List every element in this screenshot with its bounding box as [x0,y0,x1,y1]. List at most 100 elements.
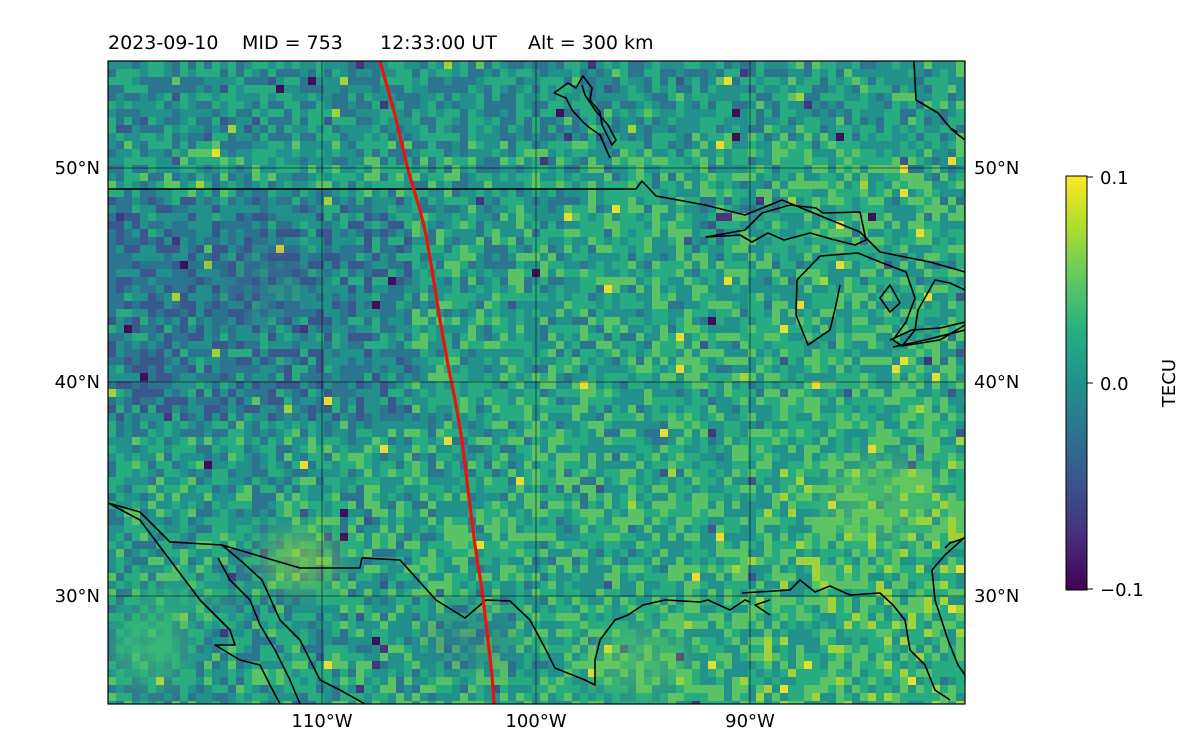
tec-pixel [356,317,364,325]
tec-pixel [548,341,556,349]
tec-pixel [820,285,828,293]
tec-pixel [724,365,732,373]
tec-pixel [700,253,708,261]
tec-pixel [116,405,124,413]
tec-pixel [692,349,700,357]
tec-pixel [708,69,716,77]
tec-pixel [924,189,932,197]
tec-pixel [868,61,876,69]
tec-pixel [196,229,204,237]
tec-pixel [316,69,324,77]
tec-pixel [252,229,260,237]
tec-pixel [636,165,644,173]
tec-pixel [724,245,732,253]
tec-pixel [332,237,340,245]
tec-pixel [828,125,836,133]
tec-pixel [844,309,852,317]
tec-pixel [868,189,876,197]
tec-pixel [340,325,348,333]
tec-pixel [196,317,204,325]
tec-pixel [684,221,692,229]
tec-pixel [556,173,564,181]
tec-pixel [380,349,388,357]
tec-pixel [452,285,460,293]
tec-pixel [900,173,908,181]
tec-pixel [444,413,452,421]
tec-pixel [308,141,316,149]
tec-pixel [732,309,740,317]
tec-pixel [860,397,868,405]
tec-pixel [404,357,412,365]
tec-pixel [892,341,900,349]
tec-pixel [572,349,580,357]
tec-pixel [292,245,300,253]
tec-pixel [788,133,796,141]
tec-pixel [484,205,492,213]
tec-pixel [348,293,356,301]
tec-pixel [916,213,924,221]
tec-pixel [524,181,532,189]
tec-pixel [892,125,900,133]
tec-pixel [724,269,732,277]
tec-pixel [356,205,364,213]
tec-pixel [260,405,268,413]
tec-pixel [820,357,828,365]
tec-pixel [804,133,812,141]
tec-pixel [436,405,444,413]
tec-pixel [380,357,388,365]
tec-pixel [540,301,548,309]
tec-pixel [308,237,316,245]
tec-pixel [116,221,124,229]
tec-pixel [508,221,516,229]
tec-pixel [724,253,732,261]
tec-pixel [380,285,388,293]
tec-pixel [484,125,492,133]
tec-pixel [764,141,772,149]
tec-pixel [612,221,620,229]
tec-pixel [476,245,484,253]
tec-pixel [756,221,764,229]
tec-pixel [612,373,620,381]
tec-pixel [628,325,636,333]
tec-pixel [596,117,604,125]
tec-pixel [156,421,164,429]
tec-pixel [732,381,740,389]
tec-pixel [452,189,460,197]
tec-pixel [780,69,788,77]
tec-pixel [132,325,140,333]
tec-pixel [444,405,452,413]
tec-pixel [892,397,900,405]
tec-pixel [124,269,132,277]
tec-pixel [692,133,700,141]
tec-pixel [932,397,940,405]
tec-pixel [252,373,260,381]
tec-pixel [924,277,932,285]
tec-pixel [636,141,644,149]
tec-pixel [892,261,900,269]
tec-pixel [740,141,748,149]
tec-pixel [604,93,612,101]
tec-pixel [836,133,844,141]
tec-pixel [484,277,492,285]
tec-pixel [780,357,788,365]
tec-pixel [884,405,892,413]
tec-pixel [716,301,724,309]
tec-pixel [804,349,812,357]
tec-pixel [900,293,908,301]
tec-pixel [756,69,764,77]
tec-pixel [748,157,756,165]
tec-pixel [868,341,876,349]
tec-pixel [732,421,740,429]
tec-pixel [820,413,828,421]
tec-pixel [588,133,596,141]
tec-pixel [156,125,164,133]
tec-pixel [644,181,652,189]
tec-pixel [716,101,724,109]
tec-pixel [692,309,700,317]
tec-pixel [452,229,460,237]
tec-pixel [580,421,588,429]
tec-pixel [908,205,916,213]
tec-pixel [500,93,508,101]
tec-pixel [468,269,476,277]
tec-pixel [460,205,468,213]
